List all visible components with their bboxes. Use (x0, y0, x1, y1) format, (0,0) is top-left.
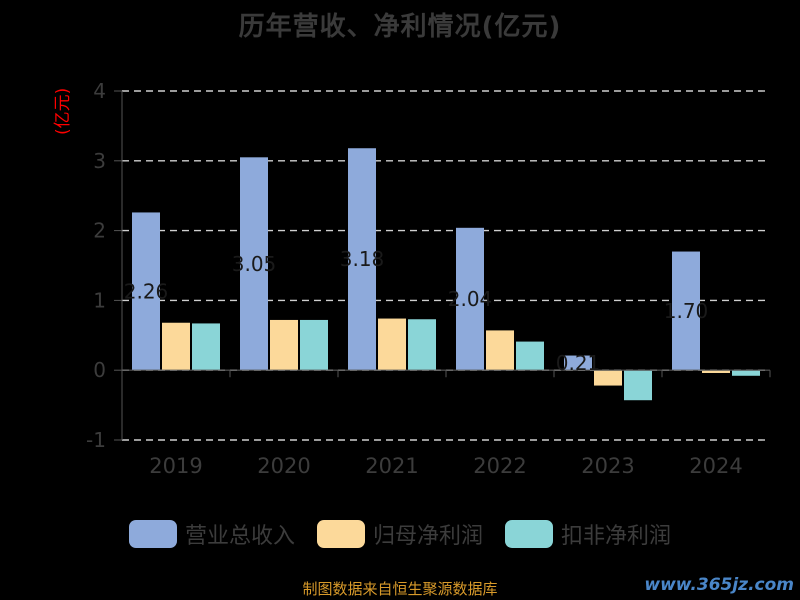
bar-2024-series-2 (732, 370, 760, 376)
bar-2023-series-0 (564, 355, 592, 371)
legend-item-revenue[interactable]: 营业总收入 (128, 518, 295, 550)
bar-2021-series-0 (348, 148, 376, 371)
bar-2019-series-0 (132, 212, 160, 371)
legend-swatch-revenue (128, 520, 177, 548)
bar-2023-series-2 (624, 370, 652, 401)
data-label: 3.05 (232, 252, 277, 276)
watermark: www.365jz.com (644, 575, 794, 595)
y-tick-label: 1 (93, 288, 106, 312)
y-tick-label: 2 (93, 219, 106, 243)
y-tick-label: 4 (93, 79, 106, 103)
data-label: 0.21 (556, 351, 601, 375)
bar-2019-series-1 (162, 322, 190, 371)
legend-label-net-profit: 归母净利润 (372, 524, 483, 549)
data-label: 2.04 (448, 287, 493, 311)
bar-2024-series-0 (672, 251, 700, 371)
legend-label-revenue: 营业总收入 (184, 524, 295, 549)
bar-2021-series-2 (408, 319, 436, 371)
x-tick-label: 2022 (473, 454, 526, 478)
data-label: 3.18 (340, 247, 385, 271)
bar-2020-series-0 (240, 157, 268, 371)
bar-2021-series-1 (378, 318, 406, 371)
legend-swatch-deducted-profit (505, 520, 553, 548)
x-tick-label: 2024 (689, 454, 742, 478)
bar-2020-series-1 (270, 319, 298, 371)
legend: 营业总收入 归母净利润 扣非净利润 (0, 518, 800, 550)
data-label: 1.70 (664, 299, 709, 323)
legend-item-deducted-profit[interactable]: 扣非净利润 (505, 518, 671, 550)
bar-2023-series-1 (594, 370, 622, 386)
data-label: 2.26 (124, 279, 169, 303)
y-tick-label: -1 (86, 428, 106, 452)
x-tick-label: 2019 (149, 454, 202, 478)
bar-2024-series-1 (702, 370, 730, 373)
legend-label-deducted-profit: 扣非净利润 (561, 524, 672, 549)
source-note: 制图数据来自恒生聚源数据库 (302, 580, 498, 598)
bar-2022-series-0 (456, 227, 484, 371)
bar-2019-series-2 (192, 323, 220, 371)
x-tick-label: 2021 (365, 454, 418, 478)
bar-2022-series-1 (486, 330, 514, 371)
legend-swatch-net-profit (316, 520, 365, 548)
y-tick-label: 0 (93, 358, 106, 382)
bar-2022-series-2 (516, 341, 544, 371)
bar-2020-series-2 (300, 319, 328, 371)
x-tick-label: 2020 (257, 454, 310, 478)
y-tick-label: 3 (93, 149, 106, 173)
legend-item-net-profit[interactable]: 归母净利润 (316, 518, 483, 550)
x-tick-label: 2023 (581, 454, 634, 478)
chart-title: 历年营收、净利情况(亿元) (238, 12, 562, 42)
